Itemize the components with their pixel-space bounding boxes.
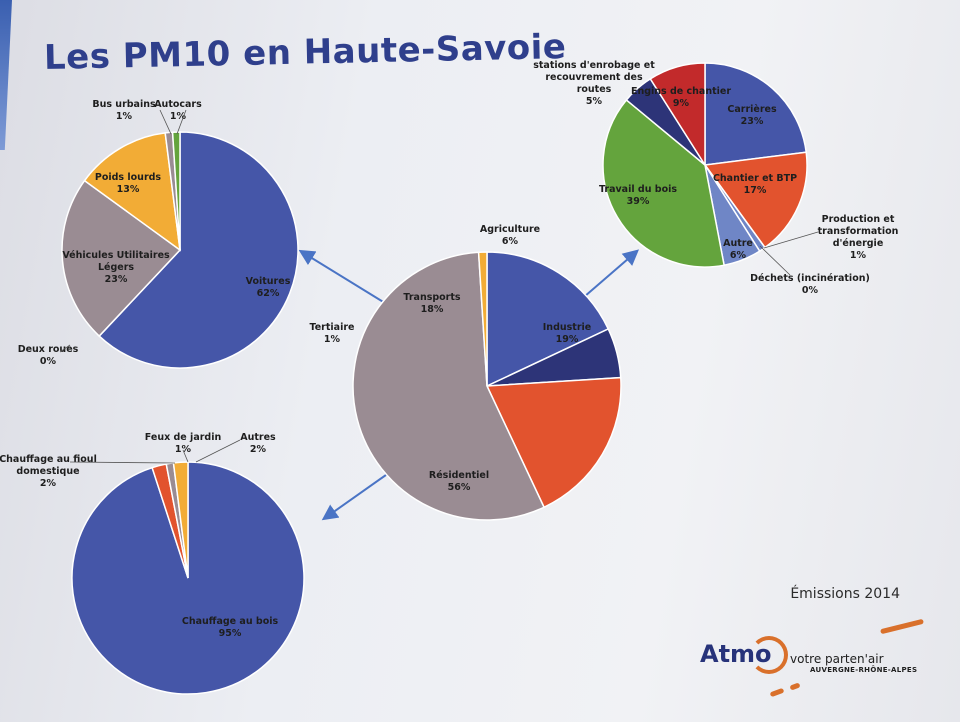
slice-label-travail-du-bois: Travail du bois 39% <box>599 184 677 207</box>
pie-slice-tertiaire <box>477 251 488 387</box>
slice-label-chauffage-au-fioul-domestique: Chauffage au fioul domestique 2% <box>0 454 97 489</box>
pie-slice-travail-du-bois <box>602 98 725 268</box>
logo-region: AUVERGNE-RHÔNE-ALPES <box>810 666 918 674</box>
slice-label-voitures: Voitures 62% <box>246 276 291 299</box>
pie-slice-carrieres <box>704 62 808 166</box>
slice-label-dechets-incineration: Déchets (incinération) 0% <box>750 273 870 296</box>
pie-slice-transports <box>486 251 610 388</box>
logo-stroke <box>769 687 785 698</box>
connector-arrow <box>298 249 386 304</box>
leader-line <box>176 109 187 135</box>
emissions-caption: Émissions 2014 <box>790 586 900 602</box>
logo-ring-icon <box>750 636 788 674</box>
slice-label-autre: Autre 6% <box>723 238 753 261</box>
slice-label-production-et-transformation-d-energie: Production et transformation d'énergie 1% <box>818 214 899 261</box>
pie-slice-residentiel <box>352 251 546 521</box>
leader-line <box>759 245 791 276</box>
leader-line <box>195 439 241 463</box>
leader-lines <box>59 109 819 464</box>
atmo-logo: Atmo votre parten'air AUVERGNE-RHÔNE-ALP… <box>700 618 940 712</box>
pie-slice-chantier-et-btp <box>703 151 808 249</box>
slice-label-transports: Transports 18% <box>403 292 461 315</box>
pie-slice-vehicules-utilitaires-legers <box>61 179 182 338</box>
slice-label-stations-d-enrobage-et-recouvrement-des-routes: stations d'enrobage et recouvrement des ro… <box>533 60 655 107</box>
slice-label-autocars: Autocars 1% <box>154 99 202 122</box>
pie-chart-3: Carrières 23% Chantier et BTP 17% Production… <box>533 60 898 296</box>
pie-slice-voitures <box>98 131 299 369</box>
slice-label-deux-roues: Deux roues 0% <box>18 344 79 367</box>
slice-label-autres: Autres 2% <box>240 432 276 455</box>
pie-slice-poids-lourds <box>83 132 181 252</box>
leader-line <box>763 231 819 249</box>
slice-label-industrie: Industrie 19% <box>543 322 591 345</box>
slice-label-chantier-et-btp: Chantier et BTP 17% <box>713 173 797 196</box>
slice-label-agriculture: Agriculture 6% <box>480 224 540 247</box>
logo-stroke <box>789 682 801 691</box>
slice-label-chauffage-au-bois: Chauffage au bois 95% <box>182 616 279 639</box>
slice-label-residentiel: Résidentiel 56% <box>429 470 489 493</box>
pie-chart-2: Voitures 62% Deux roues 0% Véhicules Utilita… <box>18 99 299 369</box>
leader-line <box>159 109 172 135</box>
slice-label-tertiaire: Tertiaire 1% <box>310 322 355 345</box>
pie-slice-industrie <box>485 376 622 509</box>
leader-line <box>182 449 189 463</box>
slice-label-vehicules-utilitaires-legers: Véhicules Utilitaires Légers 23% <box>62 250 170 285</box>
slice-label-carrieres: Carrières 23% <box>727 104 777 127</box>
pie-chart-4: Chauffage au bois 95% Chauffage au fioul do… <box>0 432 305 695</box>
slice-label-poids-lourds: Poids lourds 13% <box>95 172 162 195</box>
connector-arrow <box>576 249 640 304</box>
pie-slice-autocars <box>171 131 181 251</box>
logo-tagline: votre parten'air <box>790 652 884 666</box>
slice-label-engins-de-chantier: Engins de chantier 9% <box>631 86 731 109</box>
leader-line <box>69 461 176 464</box>
leader-line <box>59 344 71 353</box>
slice-label-feux-de-jardin: Feux de jardin 1% <box>145 432 222 455</box>
pie-chart-1: Transports 18% Agriculture 6% Industrie 19% Ré… <box>310 224 622 521</box>
slice-label-bus-urbains: Bus urbains 1% <box>92 99 156 122</box>
pie-slice-engins-de-chantier <box>649 62 706 168</box>
